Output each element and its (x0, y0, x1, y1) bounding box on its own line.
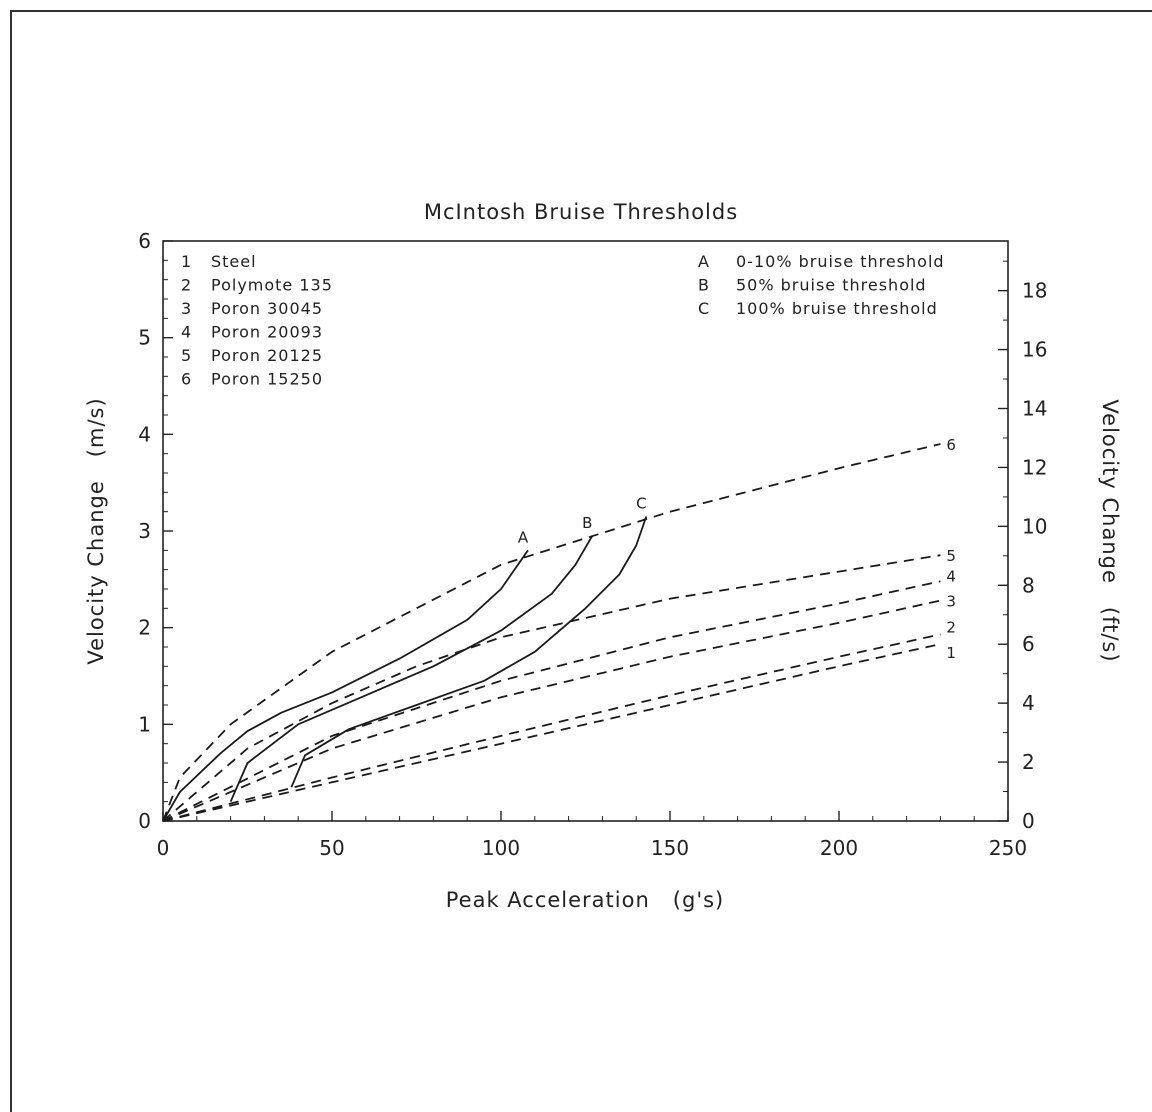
series-end-label: 4 (946, 567, 956, 585)
y-tick-label: 0 (138, 809, 151, 833)
y2-tick-label: 10 (1022, 514, 1047, 538)
legend-material-number: 6 (181, 370, 192, 389)
series-end-label: 6 (946, 436, 956, 454)
y2-tick-label: 6 (1022, 632, 1035, 656)
series-end-label: 1 (946, 644, 956, 662)
threshold-curve-label: B (582, 514, 592, 532)
y-tick-label: 1 (138, 712, 151, 736)
x-tick-label: 200 (820, 836, 858, 860)
legend-material-name: Poron 20093 (211, 323, 323, 342)
series-end-label: 2 (946, 618, 956, 636)
legend-threshold-letter: B (698, 276, 710, 295)
y-axis-ticks: 0 1 2 3 4 5 6 (138, 229, 173, 833)
series-end-label: 3 (946, 593, 956, 611)
x-tick-label: 250 (989, 836, 1027, 860)
legend-material-number: 2 (181, 276, 192, 295)
y2-tick-label: 8 (1022, 573, 1035, 597)
y2-tick-label: 12 (1022, 455, 1047, 479)
series-line-5 (162, 554, 941, 822)
legend-material-name: Steel (211, 252, 257, 271)
page-frame (10, 10, 1152, 1112)
series-line-3 (162, 599, 941, 822)
legend-material-name: Poron 15250 (211, 370, 323, 389)
legend-material-name: Poron 30045 (211, 299, 323, 318)
y2-tick-label: 2 (1022, 750, 1035, 774)
x-tick-label: 100 (482, 836, 520, 860)
y-tick-label: 4 (138, 422, 151, 446)
legend-threshold-name: 50% bruise threshold (736, 276, 927, 295)
x-tick-label: 50 (319, 836, 344, 860)
x-tick-label: 0 (157, 836, 170, 860)
series-line-c (290, 516, 648, 788)
series-end-label: 5 (946, 547, 956, 565)
y2-tick-label: 16 (1022, 338, 1047, 362)
legend-material-name: Polymote 135 (211, 276, 333, 295)
legend-material-name: Poron 20125 (211, 346, 323, 365)
chart: McIntosh Bruise Thresholds 0 50 100 150 200 2… (84, 200, 1122, 912)
series-label-group: 1 2 3 4 5 6 A B C (518, 436, 956, 662)
legend-material-number: 1 (181, 252, 192, 271)
y-tick-label: 3 (138, 519, 151, 543)
legend-threshold-name: 0-10% bruise threshold (736, 252, 945, 271)
y2-tick-label: 14 (1022, 397, 1047, 421)
y-tick-label: 6 (138, 229, 151, 253)
threshold-curve-label: C (636, 495, 646, 513)
legend-material-number: 5 (181, 346, 192, 365)
series-line-2 (162, 633, 941, 822)
series-line-a (162, 549, 529, 822)
threshold-curve-label: A (518, 528, 529, 546)
x-axis-label: Peak Acceleration (g's) (446, 888, 725, 912)
legend-threshold-name: 100% bruise threshold (736, 299, 938, 318)
series-line-6 (162, 443, 941, 822)
series-line-1 (162, 643, 941, 822)
y-axis-label: Velocity Change (m/s) (84, 397, 108, 664)
y2-tick-label: 18 (1022, 279, 1047, 303)
y2-tick-label: 4 (1022, 691, 1035, 715)
y-tick-label: 5 (138, 326, 151, 350)
y2-tick-label: 0 (1022, 809, 1035, 833)
legend-material-number: 3 (181, 299, 192, 318)
legend-threshold-letter: C (698, 299, 710, 318)
series-line-b (229, 535, 594, 803)
x-axis-ticks: 0 50 100 150 200 250 (157, 811, 1027, 860)
y2-axis-label: Velocity Change (ft/s) (1098, 399, 1122, 662)
legend-thresholds: A 0-10% bruise threshold B 50% bruise thres… (698, 252, 945, 318)
x-tick-label: 150 (651, 836, 689, 860)
series-group (162, 443, 941, 822)
legend-threshold-letter: A (698, 252, 710, 271)
chart-title: McIntosh Bruise Thresholds (424, 200, 738, 224)
y2-axis-ticks: 0 2 4 6 8 10 12 14 16 18 (998, 260, 1047, 833)
legend-material-number: 4 (181, 323, 192, 342)
legend-materials: 1 Steel 2 Polymote 135 3 Poron 30045 4 Poron 20… (181, 252, 333, 389)
y-tick-label: 2 (138, 616, 151, 640)
series-line-4 (162, 580, 941, 822)
